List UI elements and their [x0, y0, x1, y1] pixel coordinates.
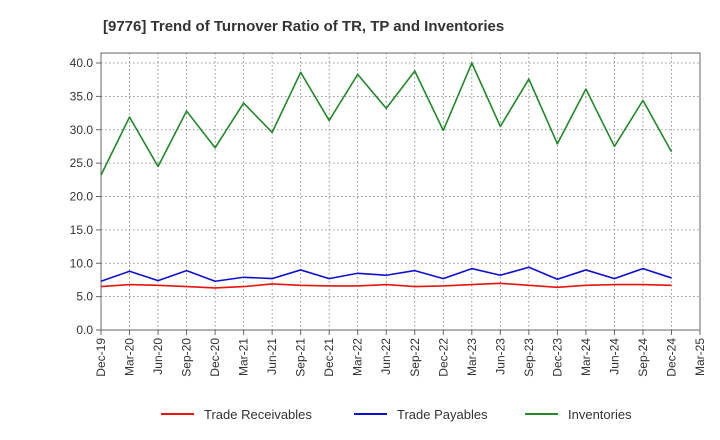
x-tick-label: Mar-22	[351, 338, 365, 376]
plot-frame	[100, 52, 701, 331]
legend-label-trade-receivables: Trade Receivables	[204, 407, 312, 422]
x-tick-label: Dec-21	[322, 338, 336, 377]
x-tick-label: Jun-20	[151, 338, 165, 375]
y-tick-label: 10.0	[70, 256, 94, 270]
x-tick-label: Jun-23	[493, 338, 507, 375]
x-tick-label: Dec-22	[436, 338, 450, 377]
series-line-inventories	[100, 62, 673, 176]
x-tick-label: Sep-23	[522, 338, 536, 377]
x-tick-label: Mar-20	[123, 338, 137, 376]
x-tick-label: Mar-21	[237, 338, 251, 376]
x-tick-label: Mar-23	[465, 338, 479, 376]
x-tick-label: Dec-19	[94, 338, 108, 377]
x-tick-label: Sep-22	[408, 338, 422, 377]
x-tick-label: Dec-23	[550, 338, 564, 377]
y-axis: 0.0 5.0 10.0 15.0 20.0 25.0 30.0 35.0 40.0	[70, 56, 101, 337]
y-tick-label: 40.0	[70, 56, 94, 70]
y-tick-label: 20.0	[70, 190, 94, 204]
x-tick-label: Mar-24	[579, 338, 593, 376]
y-tick-label: 5.0	[76, 290, 93, 304]
x-tick-label: Sep-24	[636, 338, 650, 377]
y-tick-label: 35.0	[70, 89, 94, 103]
x-tick-label: Jun-21	[265, 338, 279, 375]
x-tick-label: Sep-20	[180, 338, 194, 377]
series-lines	[100, 62, 673, 289]
grid-lines	[100, 53, 701, 331]
x-tick-label: Dec-24	[664, 338, 678, 377]
legend-label-inventories: Inventories	[568, 407, 632, 422]
y-tick-label: 25.0	[70, 156, 94, 170]
series-line-trade-payables	[100, 266, 672, 283]
x-tick-label: Mar-25	[693, 338, 707, 376]
legend-label-trade-payables: Trade Payables	[397, 407, 488, 422]
chart-title: [9776] Trend of Turnover Ratio of TR, TP…	[103, 18, 504, 35]
x-tick-label: Sep-21	[294, 338, 308, 377]
y-tick-label: 30.0	[70, 123, 94, 137]
legend: Trade Receivables Trade Payables Inventori…	[161, 407, 632, 422]
y-tick-label: 15.0	[70, 223, 94, 237]
x-tick-label: Jun-24	[607, 338, 621, 375]
x-tick-label: Dec-20	[208, 338, 222, 377]
series-line-trade-receivables	[100, 282, 672, 289]
x-axis: Dec-19 Mar-20 Jun-20 Sep-20 Dec-20 Mar-21 Jun-…	[94, 330, 707, 377]
x-tick-label: Jun-22	[379, 338, 393, 375]
y-tick-label: 0.0	[76, 323, 93, 337]
